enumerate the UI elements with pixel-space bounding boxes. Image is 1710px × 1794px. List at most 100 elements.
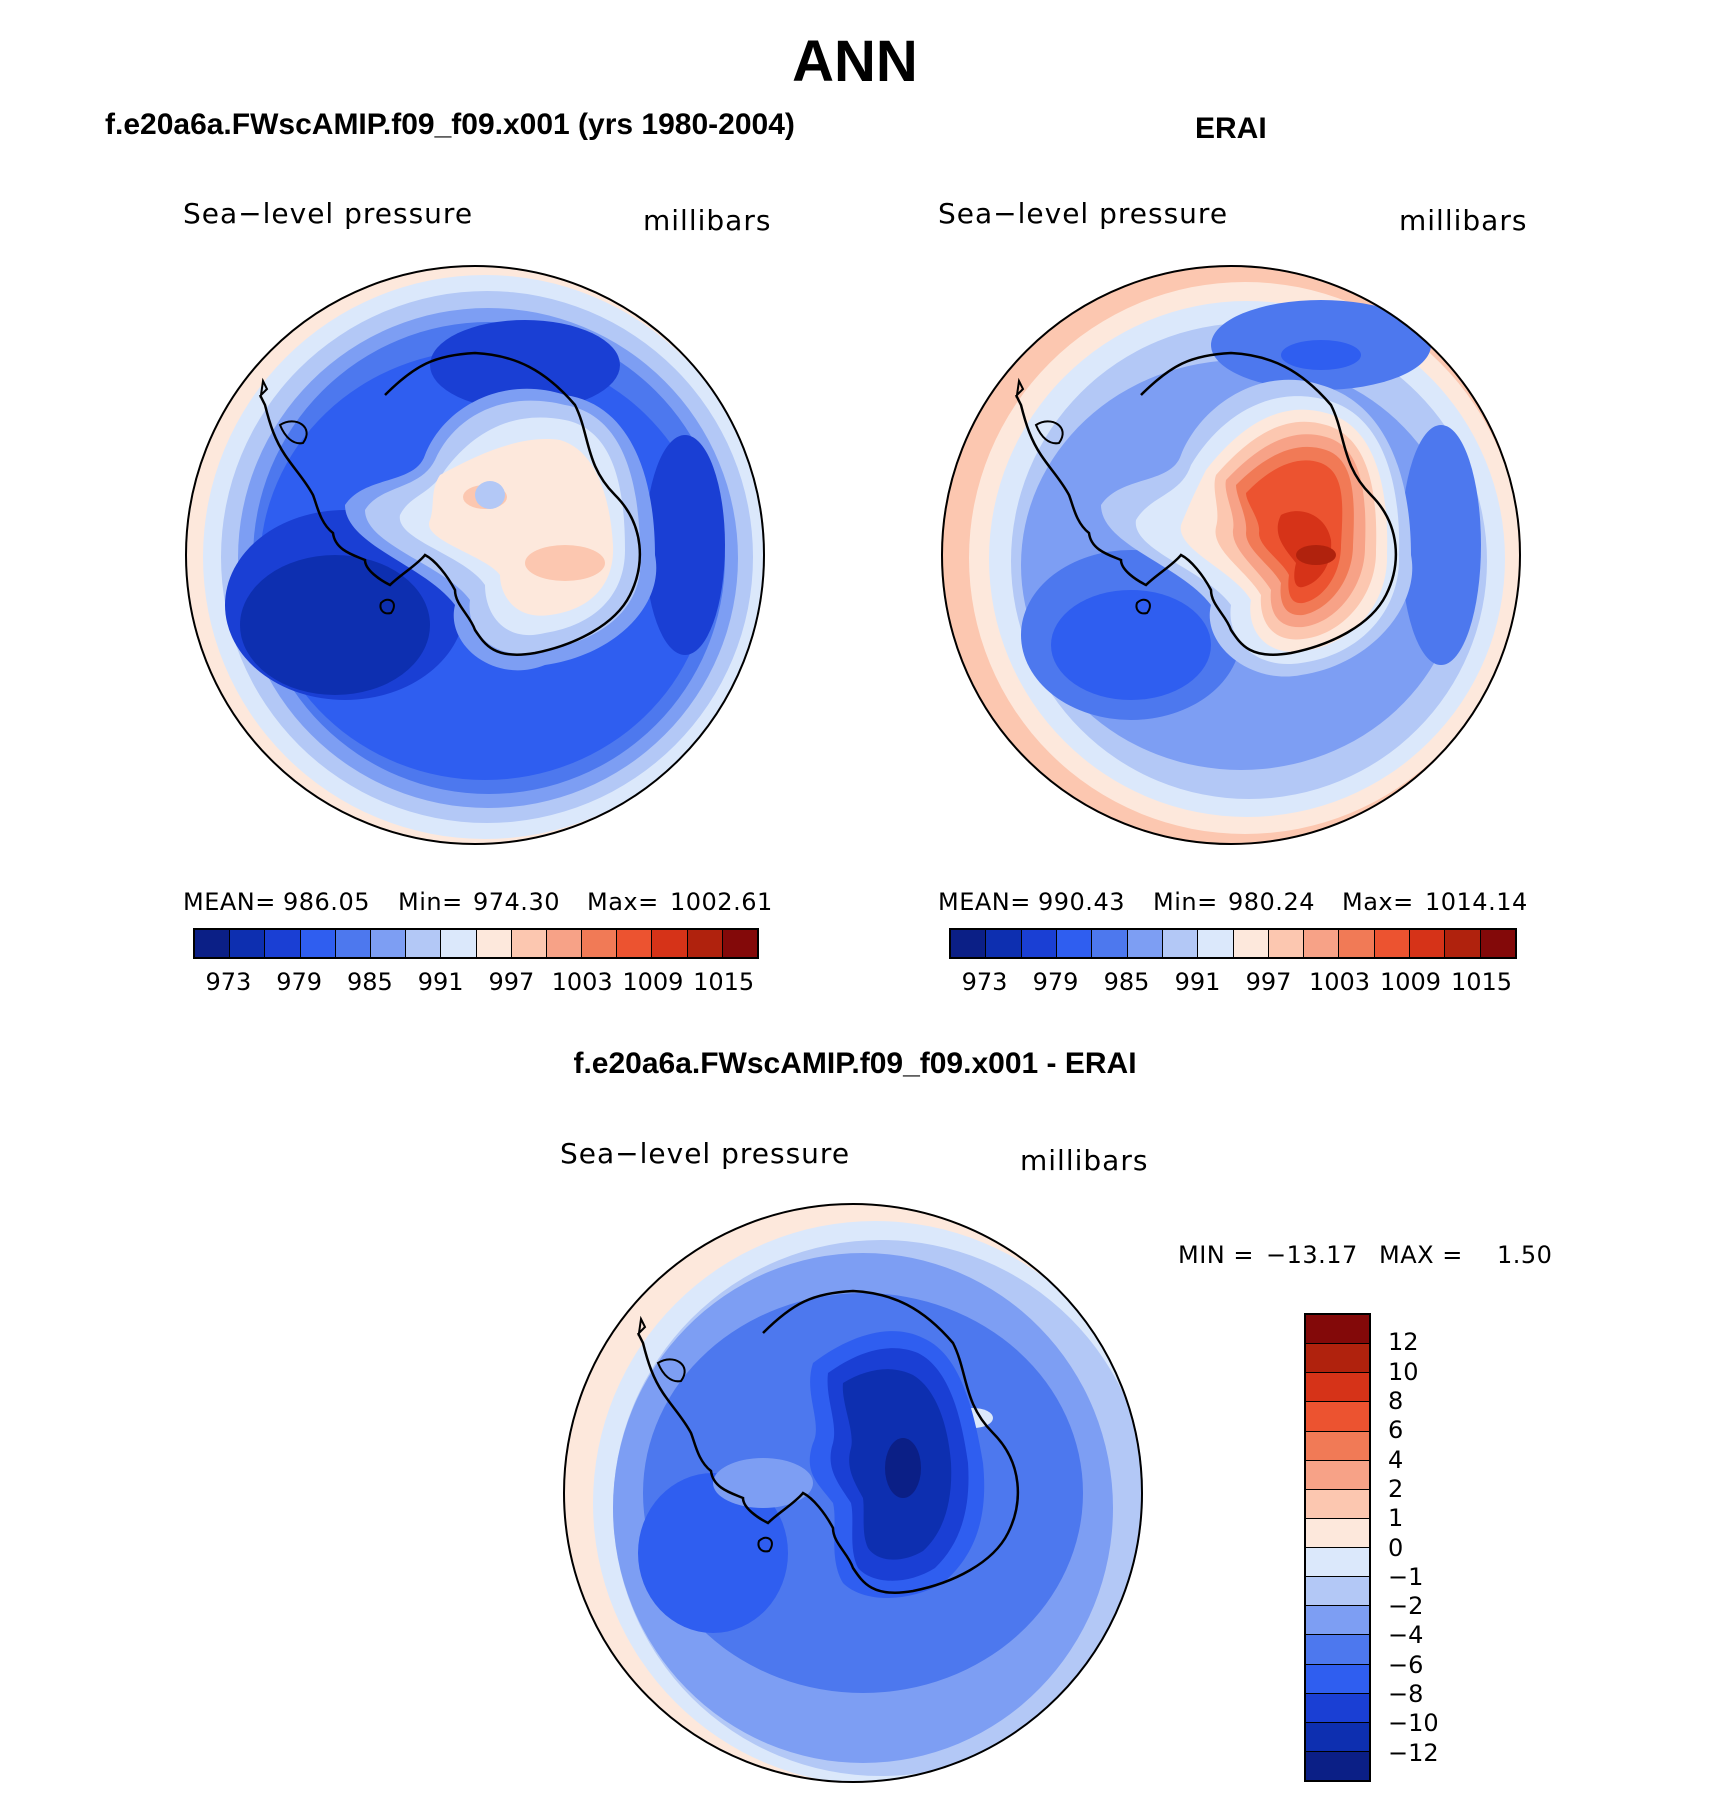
obs-max-label: Max=	[1342, 888, 1414, 916]
colorbar-swatch	[722, 930, 757, 957]
colorbar-swatch	[687, 930, 723, 957]
obs-coastline	[1034, 420, 1064, 445]
model-contour-band	[525, 545, 605, 581]
colorbar-swatch	[1410, 930, 1446, 957]
obs-contour-band	[1051, 590, 1211, 700]
diff-variable-label: Sea−level pressure	[560, 1137, 851, 1170]
colorbar-swatch	[335, 930, 371, 957]
model-min-value: 974.30	[473, 888, 560, 916]
obs-polar-map	[941, 265, 1521, 845]
colorbar-swatch	[1092, 930, 1128, 957]
obs-panel-title: ERAI	[1195, 112, 1267, 145]
model-variable-label: Sea−level pressure	[183, 197, 474, 230]
colorbar-swatch	[951, 930, 987, 957]
colorbar-swatch	[1198, 930, 1234, 957]
colorbar-tick-label: −1	[1388, 1562, 1424, 1591]
obs-coastline	[1015, 377, 1025, 398]
colorbar-tick-label: 1015	[693, 968, 755, 996]
colorbar-tick-label: 1015	[1450, 968, 1513, 996]
colorbar-tick-label: 979	[276, 968, 323, 996]
page-title: ANN	[792, 29, 918, 94]
colorbar-swatch	[546, 930, 583, 957]
colorbar-tick-label: −8	[1388, 1680, 1424, 1709]
colorbar-swatch	[1306, 1402, 1369, 1432]
colorbar-swatch	[1306, 1373, 1369, 1403]
colorbar-tick-label: 1	[1388, 1504, 1404, 1533]
diff-coastline	[637, 1315, 647, 1336]
colorbar-swatch	[1233, 930, 1269, 957]
model-polar-map	[185, 265, 765, 845]
colorbar-tick-label: −6	[1388, 1650, 1424, 1679]
colorbar-tick-label: 973	[205, 968, 252, 996]
colorbar-swatch	[1306, 1664, 1369, 1694]
diff-contour-band	[713, 1458, 813, 1508]
colorbar-tick-label: 997	[1245, 968, 1292, 996]
obs-colorbar	[949, 928, 1517, 959]
colorbar-swatch	[1339, 930, 1375, 957]
obs-colorbar-ticks: 973 979 985 991 997 1003 1009 1015	[949, 968, 1517, 998]
colorbar-tick-label: 10	[1388, 1357, 1419, 1386]
model-panel-title: f.e20a6a.FWscAMIP.f09_f09.x001 (yrs 1980…	[105, 108, 795, 141]
diff-min-label: MIN =	[1178, 1241, 1254, 1269]
obs-mean-label: MEAN=	[938, 888, 1031, 916]
model-mean-label: MEAN=	[183, 888, 276, 916]
colorbar-swatch	[1021, 930, 1057, 957]
model-coastline	[379, 598, 395, 615]
model-colorbar	[193, 928, 759, 959]
colorbar-swatch	[1306, 1635, 1369, 1665]
obs-contour-band	[1401, 425, 1481, 665]
colorbar-swatch	[441, 930, 477, 957]
colorbar-tick-label: 973	[961, 968, 1008, 996]
model-min-label: Min=	[398, 888, 463, 916]
diff-colorbar	[1304, 1313, 1371, 1782]
model-mean-value: 986.05	[283, 888, 370, 916]
colorbar-swatch	[300, 930, 336, 957]
colorbar-tick-label: 2	[1388, 1474, 1404, 1503]
obs-units-label: millibars	[1399, 204, 1528, 237]
colorbar-tick-label: 1003	[1308, 968, 1371, 996]
model-coastline	[278, 420, 308, 445]
colorbar-tick-label: 991	[1174, 968, 1221, 996]
colorbar-tick-label: −10	[1388, 1709, 1439, 1738]
diff-contour-band	[638, 1473, 788, 1633]
obs-coastline	[1014, 351, 1397, 656]
colorbar-swatch	[195, 930, 231, 957]
colorbar-swatch	[1306, 1751, 1369, 1780]
colorbar-swatch	[1306, 1577, 1369, 1607]
colorbar-swatch	[1306, 1460, 1369, 1490]
colorbar-tick-label: −4	[1388, 1621, 1424, 1650]
colorbar-tick-label: 991	[417, 968, 464, 996]
colorbar-tick-label: −12	[1388, 1738, 1439, 1767]
colorbar-swatch	[1480, 930, 1515, 957]
colorbar-swatch	[1306, 1548, 1369, 1578]
diff-colorbar-ticks: 12 10 8 6 4 2 1 0 −1 −2 −4 −6 −8 −10 −12	[1388, 1313, 1468, 1782]
colorbar-tick-label: 1003	[551, 968, 613, 996]
colorbar-tick-label: 12	[1388, 1328, 1419, 1357]
model-coastline	[259, 377, 269, 398]
colorbar-swatch	[1162, 930, 1199, 957]
colorbar-tick-label: −2	[1388, 1592, 1424, 1621]
colorbar-swatch	[1306, 1693, 1369, 1723]
colorbar-swatch	[1374, 930, 1411, 957]
obs-min-value: 980.24	[1228, 888, 1315, 916]
colorbar-swatch	[265, 930, 301, 957]
obs-mean-value: 990.43	[1038, 888, 1125, 916]
diff-coastline	[757, 1536, 773, 1553]
colorbar-swatch	[476, 930, 512, 957]
diff-min-value: −13.17	[1266, 1241, 1358, 1269]
colorbar-swatch	[230, 930, 266, 957]
colorbar-tick-label: 6	[1388, 1416, 1404, 1445]
colorbar-tick-label: 979	[1032, 968, 1079, 996]
colorbar-tick-label: 1009	[1379, 968, 1442, 996]
colorbar-swatch	[1306, 1489, 1369, 1519]
colorbar-swatch	[1268, 930, 1305, 957]
model-contour-band	[240, 555, 430, 695]
colorbar-swatch	[1306, 1722, 1369, 1752]
model-colorbar-ticks: 973 979 985 991 997 1003 1009 1015	[193, 968, 759, 998]
colorbar-tick-label: 985	[1103, 968, 1150, 996]
colorbar-swatch	[652, 930, 688, 957]
obs-max-value: 1014.14	[1425, 888, 1528, 916]
colorbar-swatch	[1306, 1344, 1369, 1374]
colorbar-tick-label: 0	[1388, 1533, 1404, 1562]
model-contour-band	[645, 435, 725, 655]
